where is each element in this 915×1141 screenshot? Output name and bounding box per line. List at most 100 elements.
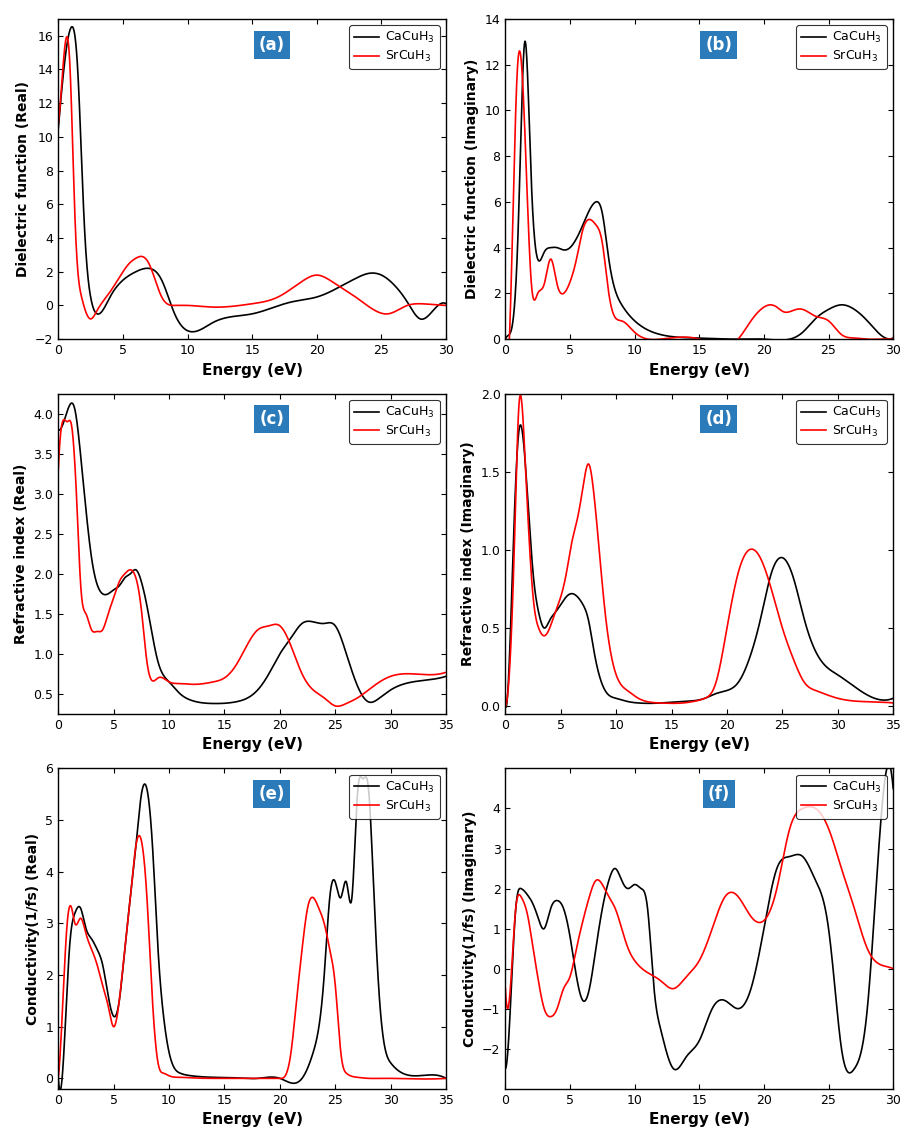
SrCuH$_3$ <box>134 828 145 842</box>
SrCuH$_3$ <box>359 687 370 701</box>
CaCuH$_3$ <box>53 423 64 437</box>
CaCuH$_3$ <box>500 699 511 713</box>
SrCuH$_3$ <box>877 695 888 709</box>
CaCuH$_3$ <box>877 799 888 812</box>
SrCuH$_3$ <box>678 973 689 987</box>
CaCuH$_3$ <box>520 460 531 474</box>
SrCuH$_3$ <box>804 800 815 814</box>
CaCuH$_3$ <box>441 297 452 310</box>
Line: CaCuH$_3$: CaCuH$_3$ <box>505 424 893 707</box>
SrCuH$_3$ <box>242 638 253 652</box>
CaCuH$_3$ <box>845 1066 856 1079</box>
CaCuH$_3$ <box>888 331 899 345</box>
SrCuH$_3$ <box>678 696 689 710</box>
CaCuH$_3$ <box>73 74 84 88</box>
SrCuH$_3$ <box>888 696 899 710</box>
CaCuH$_3$ <box>231 695 242 709</box>
Y-axis label: Refractive index (Real): Refractive index (Real) <box>14 463 27 644</box>
CaCuH$_3$ <box>883 758 894 771</box>
SrCuH$_3$ <box>332 699 343 713</box>
CaCuH$_3$ <box>775 333 786 347</box>
CaCuH$_3$ <box>520 34 531 48</box>
SrCuH$_3$ <box>441 1071 452 1085</box>
Y-axis label: Dielectric function (Imaginary): Dielectric function (Imaginary) <box>465 59 479 299</box>
Line: SrCuH$_3$: SrCuH$_3$ <box>59 37 447 319</box>
CaCuH$_3$ <box>66 396 77 410</box>
SrCuH$_3$ <box>500 981 511 995</box>
SrCuH$_3$ <box>429 298 440 311</box>
Line: SrCuH$_3$: SrCuH$_3$ <box>505 807 893 1017</box>
CaCuH$_3$ <box>877 330 888 343</box>
Legend: CaCuH$_3$, SrCuH$_3$: CaCuH$_3$, SrCuH$_3$ <box>350 25 440 70</box>
SrCuH$_3$ <box>520 458 531 471</box>
CaCuH$_3$ <box>515 418 526 431</box>
CaCuH$_3$ <box>520 885 531 899</box>
CaCuH$_3$ <box>231 1071 242 1085</box>
CaCuH$_3$ <box>805 634 816 648</box>
CaCuH$_3$ <box>888 782 899 795</box>
SrCuH$_3$ <box>53 116 64 130</box>
Text: (d): (d) <box>705 411 732 428</box>
SrCuH$_3$ <box>805 307 816 321</box>
SrCuH$_3$ <box>242 298 253 311</box>
SrCuH$_3$ <box>877 332 888 346</box>
SrCuH$_3$ <box>877 958 888 972</box>
X-axis label: Energy (eV): Energy (eV) <box>649 1112 749 1127</box>
SrCuH$_3$ <box>689 695 700 709</box>
X-axis label: Energy (eV): Energy (eV) <box>649 363 749 378</box>
CaCuH$_3$ <box>678 331 689 345</box>
CaCuH$_3$ <box>355 770 366 784</box>
CaCuH$_3$ <box>53 122 64 136</box>
SrCuH$_3$ <box>73 529 84 543</box>
Legend: CaCuH$_3$, SrCuH$_3$: CaCuH$_3$, SrCuH$_3$ <box>796 399 887 444</box>
Y-axis label: Refractive index (Imaginary): Refractive index (Imaginary) <box>461 442 475 666</box>
Legend: CaCuH$_3$, SrCuH$_3$: CaCuH$_3$, SrCuH$_3$ <box>350 399 440 444</box>
SrCuH$_3$ <box>514 44 525 58</box>
CaCuH$_3$ <box>441 670 452 683</box>
CaCuH$_3$ <box>429 301 440 315</box>
Line: CaCuH$_3$: CaCuH$_3$ <box>505 41 893 340</box>
SrCuH$_3$ <box>520 144 531 157</box>
SrCuH$_3$ <box>231 1071 242 1085</box>
SrCuH$_3$ <box>231 299 242 313</box>
SrCuH$_3$ <box>515 388 526 402</box>
SrCuH$_3$ <box>85 313 96 326</box>
CaCuH$_3$ <box>678 1054 689 1068</box>
CaCuH$_3$ <box>888 691 899 705</box>
SrCuH$_3$ <box>888 332 899 346</box>
CaCuH$_3$ <box>441 1071 452 1085</box>
SrCuH$_3$ <box>359 297 370 310</box>
SrCuH$_3$ <box>805 681 816 695</box>
SrCuH$_3$ <box>877 332 888 346</box>
SrCuH$_3$ <box>441 665 452 679</box>
CaCuH$_3$ <box>210 697 221 711</box>
SrCuH$_3$ <box>430 667 441 681</box>
Line: CaCuH$_3$: CaCuH$_3$ <box>505 764 893 1073</box>
X-axis label: Energy (eV): Energy (eV) <box>201 737 303 752</box>
CaCuH$_3$ <box>242 691 253 705</box>
CaCuH$_3$ <box>430 672 441 686</box>
SrCuH$_3$ <box>441 299 452 313</box>
SrCuH$_3$ <box>888 962 899 976</box>
Text: (b): (b) <box>705 35 732 54</box>
SrCuH$_3$ <box>689 961 700 974</box>
SrCuH$_3$ <box>429 1073 440 1086</box>
CaCuH$_3$ <box>689 694 700 707</box>
SrCuH$_3$ <box>689 331 700 345</box>
Line: CaCuH$_3$: CaCuH$_3$ <box>59 26 447 332</box>
CaCuH$_3$ <box>231 309 242 323</box>
SrCuH$_3$ <box>421 1073 432 1086</box>
CaCuH$_3$ <box>430 1068 441 1082</box>
Y-axis label: Conductivity(1/fs) (Real): Conductivity(1/fs) (Real) <box>26 833 40 1025</box>
Legend: CaCuH$_3$, SrCuH$_3$: CaCuH$_3$, SrCuH$_3$ <box>350 775 440 818</box>
SrCuH$_3$ <box>53 1071 64 1085</box>
CaCuH$_3$ <box>501 701 511 714</box>
SrCuH$_3$ <box>59 413 70 427</box>
CaCuH$_3$ <box>688 1042 699 1055</box>
CaCuH$_3$ <box>67 19 78 33</box>
SrCuH$_3$ <box>877 958 888 972</box>
Line: SrCuH$_3$: SrCuH$_3$ <box>505 51 893 366</box>
X-axis label: Energy (eV): Energy (eV) <box>649 737 749 752</box>
Legend: CaCuH$_3$, SrCuH$_3$: CaCuH$_3$, SrCuH$_3$ <box>796 25 887 70</box>
Text: (c): (c) <box>259 411 284 428</box>
